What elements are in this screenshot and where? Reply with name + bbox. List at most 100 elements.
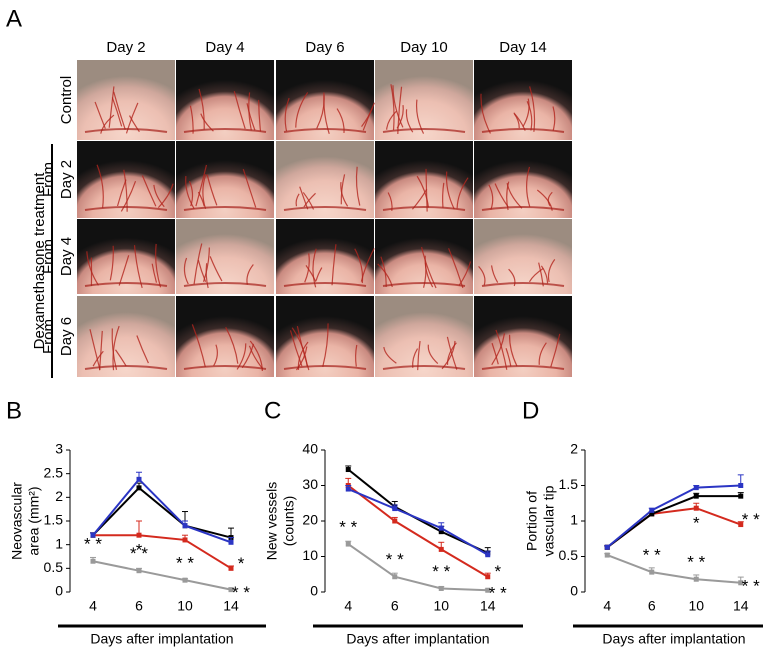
vessel xyxy=(155,243,162,288)
y-tick-label: 0 xyxy=(310,583,318,599)
photo xyxy=(276,296,374,377)
vessel xyxy=(552,106,556,131)
point xyxy=(693,485,699,491)
vessel xyxy=(355,166,361,206)
vessel xyxy=(445,171,455,210)
point xyxy=(392,574,398,580)
vessel-base xyxy=(183,282,267,287)
vessel xyxy=(386,110,397,130)
vessel xyxy=(362,102,375,131)
panel-label: B xyxy=(6,397,22,424)
point xyxy=(438,525,444,531)
y-tick-label: 2.5 xyxy=(44,464,64,480)
vessel-base xyxy=(283,206,367,211)
vessel xyxy=(355,344,358,367)
series-line xyxy=(606,495,741,549)
vessel xyxy=(322,323,329,367)
vessel xyxy=(488,184,494,210)
photo xyxy=(474,219,572,294)
vessel xyxy=(111,97,123,127)
x-tick-label: 10 xyxy=(688,598,704,614)
vessel xyxy=(478,265,486,286)
significance-mark: * * xyxy=(232,583,250,602)
x-tick-label: 4 xyxy=(344,598,352,614)
point xyxy=(649,569,655,575)
significance-mark: * xyxy=(494,562,501,581)
series-line xyxy=(606,507,742,549)
vessel xyxy=(547,258,556,283)
series-line xyxy=(92,560,232,591)
significance-mark: * * xyxy=(130,544,148,563)
column-header: Day 2 xyxy=(106,39,145,56)
point xyxy=(693,493,699,499)
vessel xyxy=(547,191,553,207)
vessel xyxy=(136,335,149,364)
vessel xyxy=(183,257,189,285)
vessel xyxy=(442,182,445,208)
significance-mark: * xyxy=(693,514,700,533)
vessel xyxy=(508,334,518,367)
panel-label: D xyxy=(522,397,539,424)
point xyxy=(345,486,351,492)
vessel xyxy=(157,183,174,209)
vessel xyxy=(100,114,115,134)
vessel xyxy=(128,115,140,133)
vessel xyxy=(295,92,309,128)
series-line xyxy=(92,486,232,539)
vessel xyxy=(424,255,434,288)
vessel xyxy=(115,349,127,367)
x-tick-label: 6 xyxy=(648,598,656,614)
significance-mark: * xyxy=(136,541,143,560)
vessel xyxy=(109,245,114,281)
point xyxy=(738,493,744,499)
series-line xyxy=(606,484,741,549)
point xyxy=(738,522,744,528)
point xyxy=(738,580,744,586)
point xyxy=(438,529,444,535)
vessel xyxy=(96,164,104,208)
group-label: Dexamethasone treatment xyxy=(31,172,48,350)
x-tick-label: 10 xyxy=(177,598,193,614)
point xyxy=(182,577,188,583)
vessel xyxy=(123,169,128,212)
point xyxy=(136,485,142,491)
photo xyxy=(77,296,175,377)
vessel xyxy=(213,344,218,367)
y-tick-label: 1 xyxy=(570,512,578,528)
point xyxy=(345,467,351,473)
vessel xyxy=(242,168,257,208)
y-tick-label: 20 xyxy=(302,512,318,528)
vessel xyxy=(202,174,207,209)
y-tick-label: 0.5 xyxy=(559,547,579,563)
column-header: Day 14 xyxy=(499,39,547,56)
point xyxy=(693,576,699,582)
vessel xyxy=(120,180,137,212)
y-axis-label: area (mm²) xyxy=(26,486,42,555)
y-tick-label: 0 xyxy=(570,583,578,599)
x-axis-label: Days after implantation xyxy=(346,631,489,647)
point xyxy=(136,568,142,574)
significance-mark: * * xyxy=(687,553,705,572)
y-tick-label: 40 xyxy=(302,441,318,457)
vessel xyxy=(202,247,210,282)
series-line xyxy=(347,484,489,578)
significance-mark: * * xyxy=(339,518,357,537)
vessel xyxy=(248,345,264,370)
vessel-base xyxy=(183,206,267,211)
significance-mark: * * xyxy=(386,550,404,569)
y-axis-label: vascular tip xyxy=(541,485,557,556)
y-tick-label: 1 xyxy=(55,535,63,551)
vessel xyxy=(295,193,300,207)
vessel xyxy=(315,267,323,281)
vessel xyxy=(197,259,207,282)
photo xyxy=(176,60,274,140)
point xyxy=(392,518,398,524)
photo xyxy=(474,296,572,377)
row-label: Day 6 xyxy=(58,317,75,356)
photo xyxy=(176,219,274,294)
vessel xyxy=(94,101,106,129)
row-label: From xyxy=(40,319,57,354)
photo xyxy=(77,60,175,140)
point xyxy=(182,523,188,529)
point xyxy=(136,476,142,482)
